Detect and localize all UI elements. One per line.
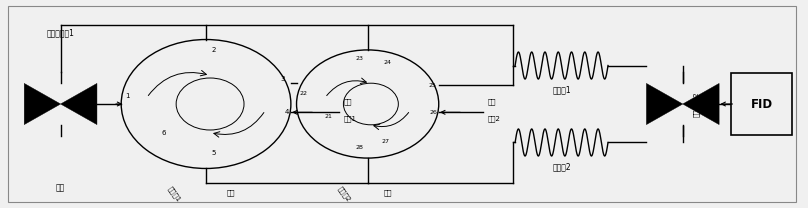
Text: FID: FID <box>751 98 772 110</box>
Text: 定量刷2: 定量刷2 <box>336 185 351 203</box>
Text: 28: 28 <box>356 145 364 150</box>
Text: 24: 24 <box>384 60 392 65</box>
Text: 2: 2 <box>212 47 217 53</box>
Text: 定量刷1: 定量刷1 <box>166 185 182 203</box>
Text: 21: 21 <box>325 114 332 119</box>
Text: 三通截止镀1: 三通截止镀1 <box>47 28 74 37</box>
Text: 27: 27 <box>381 139 389 144</box>
Polygon shape <box>61 83 97 125</box>
Text: 5: 5 <box>212 150 217 156</box>
Text: 26: 26 <box>430 110 438 115</box>
FancyBboxPatch shape <box>731 73 792 135</box>
Text: 样品1: 样品1 <box>343 115 356 122</box>
Text: 出口: 出口 <box>384 189 393 196</box>
Text: 入口: 入口 <box>487 99 496 105</box>
Text: 3: 3 <box>280 76 285 82</box>
Text: 色谱杗2: 色谱杗2 <box>552 162 571 171</box>
FancyBboxPatch shape <box>8 6 796 202</box>
Polygon shape <box>646 83 683 125</box>
Polygon shape <box>24 83 61 125</box>
Text: 出口: 出口 <box>226 189 235 196</box>
Text: 样品2: 样品2 <box>487 115 500 122</box>
Text: 25: 25 <box>428 83 436 88</box>
Text: 22: 22 <box>299 91 307 96</box>
Text: 1: 1 <box>125 93 130 99</box>
Text: 6: 6 <box>162 130 166 136</box>
Text: 入口: 入口 <box>343 99 352 105</box>
Text: 4: 4 <box>284 109 289 115</box>
Text: 三通截止镀2: 三通截止镀2 <box>693 91 700 117</box>
Text: 载气: 载气 <box>56 183 65 192</box>
Text: 色谱杗1: 色谱杗1 <box>552 85 571 94</box>
Text: 23: 23 <box>356 56 364 61</box>
Polygon shape <box>683 83 719 125</box>
